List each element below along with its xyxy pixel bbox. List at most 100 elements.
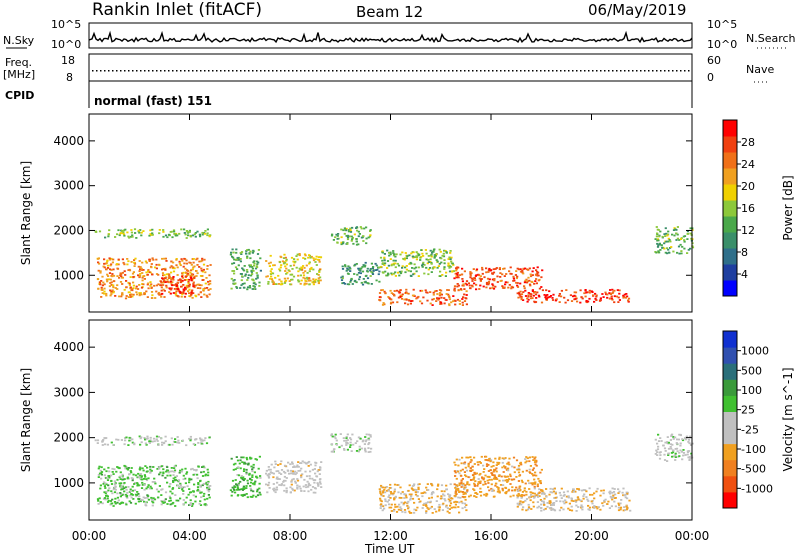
data-cell — [463, 486, 466, 489]
nsearch-tick-high: 10^5 — [707, 18, 737, 31]
data-cell — [120, 439, 123, 441]
data-cell — [244, 274, 247, 277]
data-cell — [247, 462, 250, 465]
data-cell — [472, 268, 475, 270]
data-cell — [243, 265, 246, 267]
data-cell — [423, 502, 426, 505]
data-cell — [475, 269, 478, 272]
data-cell — [667, 251, 671, 254]
data-cell — [312, 283, 315, 286]
data-cell — [443, 266, 446, 268]
data-cell — [485, 465, 489, 467]
data-cell — [193, 233, 196, 236]
data-cell — [626, 491, 629, 494]
data-cell — [125, 286, 128, 289]
data-cell — [460, 475, 463, 477]
data-cell — [479, 462, 482, 464]
data-cell — [202, 268, 205, 271]
data-cell — [504, 283, 507, 286]
data-cell — [359, 226, 362, 228]
data-cell — [457, 489, 460, 492]
data-cell — [278, 484, 281, 486]
data-cell — [158, 232, 161, 235]
data-cell — [418, 483, 421, 485]
colorbar-tick-label: 28 — [741, 136, 755, 149]
data-cell — [183, 262, 186, 265]
data-cell — [387, 296, 390, 298]
data-cell — [626, 506, 629, 509]
data-cell — [447, 295, 451, 297]
colorbar-tick-label: 24 — [741, 158, 755, 171]
data-cell — [384, 270, 387, 273]
data-cell — [201, 270, 204, 273]
data-cell — [520, 296, 523, 299]
data-cell — [529, 465, 532, 467]
data-cell — [627, 300, 630, 303]
data-cell — [527, 503, 530, 506]
freq-point — [348, 70, 350, 72]
data-cell — [389, 491, 392, 493]
data-cell — [343, 439, 346, 442]
data-cell — [103, 283, 106, 286]
data-cell — [255, 495, 258, 498]
data-cell — [97, 474, 100, 476]
data-cell — [121, 230, 124, 232]
data-cell — [188, 488, 191, 490]
data-cell — [409, 512, 412, 514]
data-cell — [437, 265, 440, 267]
data-cell — [537, 505, 541, 508]
data-cell — [452, 295, 455, 297]
data-cell — [129, 501, 133, 504]
data-cell — [681, 439, 685, 442]
data-cell — [97, 288, 100, 290]
data-cell — [258, 455, 261, 458]
data-cell — [479, 275, 482, 278]
data-cell — [135, 287, 138, 290]
data-cell — [440, 484, 444, 487]
data-cell — [545, 299, 548, 301]
data-cell — [512, 494, 515, 497]
data-cell — [141, 499, 144, 501]
data-cell — [333, 435, 336, 438]
date-title: 06/May/2019 — [588, 1, 686, 19]
freq-point — [484, 70, 486, 72]
data-cell — [152, 466, 155, 468]
data-cell — [453, 289, 456, 292]
data-cell — [688, 456, 691, 458]
data-cell — [339, 433, 342, 435]
data-cell — [581, 489, 584, 492]
data-cell — [507, 469, 510, 472]
data-cell — [570, 505, 573, 508]
data-cell — [663, 447, 667, 450]
data-cell — [447, 264, 450, 267]
freq-point — [188, 70, 190, 72]
data-cell — [548, 500, 551, 503]
data-cell — [442, 252, 445, 255]
data-cell — [297, 465, 300, 468]
data-cell — [608, 507, 611, 509]
data-cell — [184, 286, 187, 289]
data-cell — [369, 269, 372, 272]
data-cell — [447, 293, 450, 296]
data-cell — [491, 283, 494, 286]
data-cell — [145, 478, 148, 480]
data-cell — [294, 260, 297, 263]
data-cell — [237, 483, 240, 486]
data-cell — [251, 482, 255, 485]
data-cell — [388, 494, 391, 497]
data-cell — [575, 510, 578, 512]
data-cell — [188, 230, 191, 233]
data-cell — [567, 496, 570, 499]
data-cell — [365, 226, 368, 229]
data-cell — [541, 489, 544, 492]
data-cell — [146, 470, 149, 473]
data-cell — [469, 456, 472, 458]
data-cell — [144, 465, 147, 467]
data-cell — [103, 290, 106, 293]
data-cell — [280, 264, 283, 266]
data-cell — [177, 289, 180, 292]
data-cell — [270, 463, 273, 466]
data-cell — [313, 468, 316, 470]
data-cell — [387, 499, 391, 501]
data-cell — [689, 232, 692, 235]
